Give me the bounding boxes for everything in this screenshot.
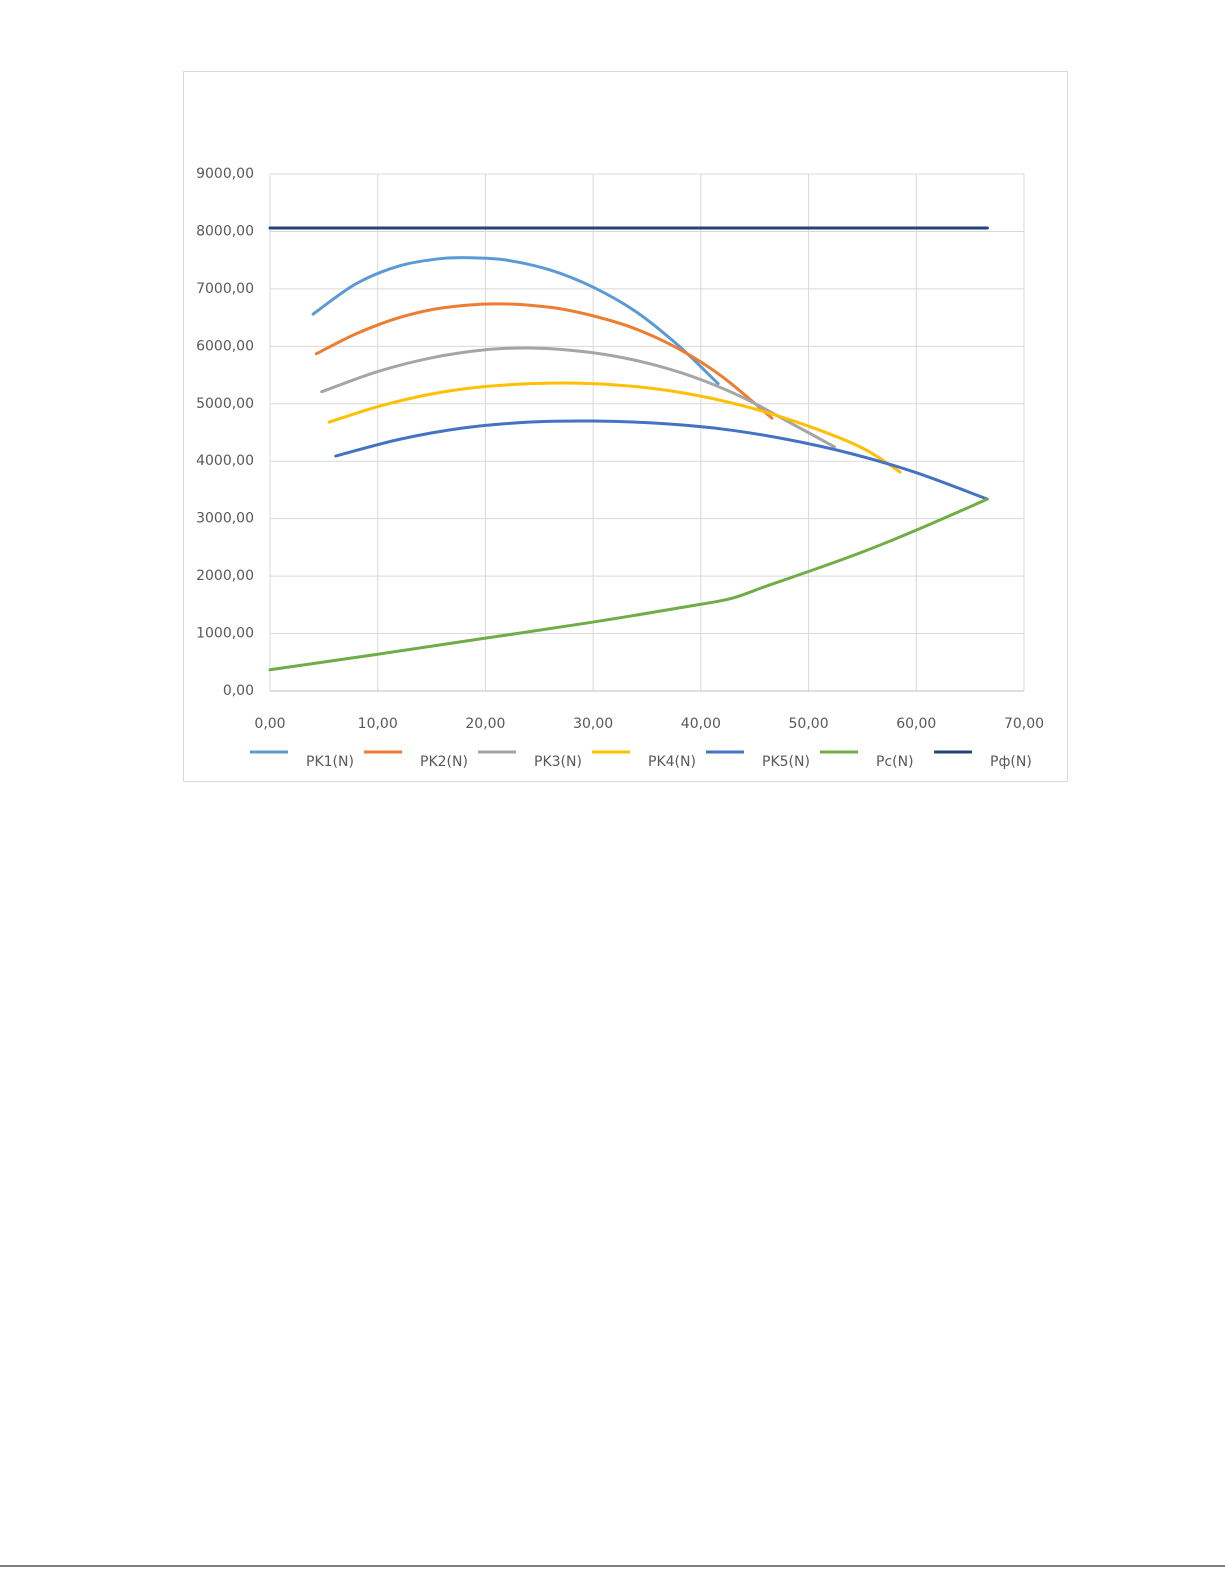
series-line — [268, 497, 989, 672]
x-tick-label: 20,00 — [465, 716, 505, 732]
y-tick-label: 1000,00 — [196, 626, 254, 642]
x-tick-label: 70,00 — [1004, 716, 1044, 732]
y-tick-label: 3000,00 — [196, 511, 254, 527]
y-tick-label: 4000,00 — [196, 453, 254, 469]
legend-label: PK5(N) — [762, 754, 810, 770]
legend-label: Pc(N) — [876, 754, 914, 770]
x-tick-label: 40,00 — [681, 716, 721, 732]
legend-label: PK2(N) — [420, 754, 468, 770]
x-tick-label: 60,00 — [896, 716, 936, 732]
series-line — [327, 381, 902, 474]
chart-frame — [183, 71, 1068, 782]
legend-label: Pф(N) — [990, 754, 1032, 770]
y-tick-label: 8000,00 — [196, 223, 254, 239]
y-tick-label: 9000,00 — [196, 166, 254, 182]
y-tick-label: 5000,00 — [196, 396, 254, 412]
y-tick-label: 0,00 — [223, 683, 254, 699]
legend-label: PK1(N) — [306, 754, 354, 770]
x-tick-label: 30,00 — [573, 716, 613, 732]
y-tick-label: 6000,00 — [196, 338, 254, 354]
x-tick-label: 0,00 — [254, 716, 285, 732]
series-line — [320, 346, 836, 449]
y-tick-label: 7000,00 — [196, 281, 254, 297]
series-line — [314, 302, 774, 420]
series-line — [334, 419, 989, 501]
legend-label: PK3(N) — [534, 754, 582, 770]
x-tick-label: 10,00 — [358, 716, 398, 732]
legend-label: PK4(N) — [648, 754, 696, 770]
x-tick-label: 50,00 — [789, 716, 829, 732]
y-tick-label: 2000,00 — [196, 568, 254, 584]
series-line — [311, 256, 720, 386]
